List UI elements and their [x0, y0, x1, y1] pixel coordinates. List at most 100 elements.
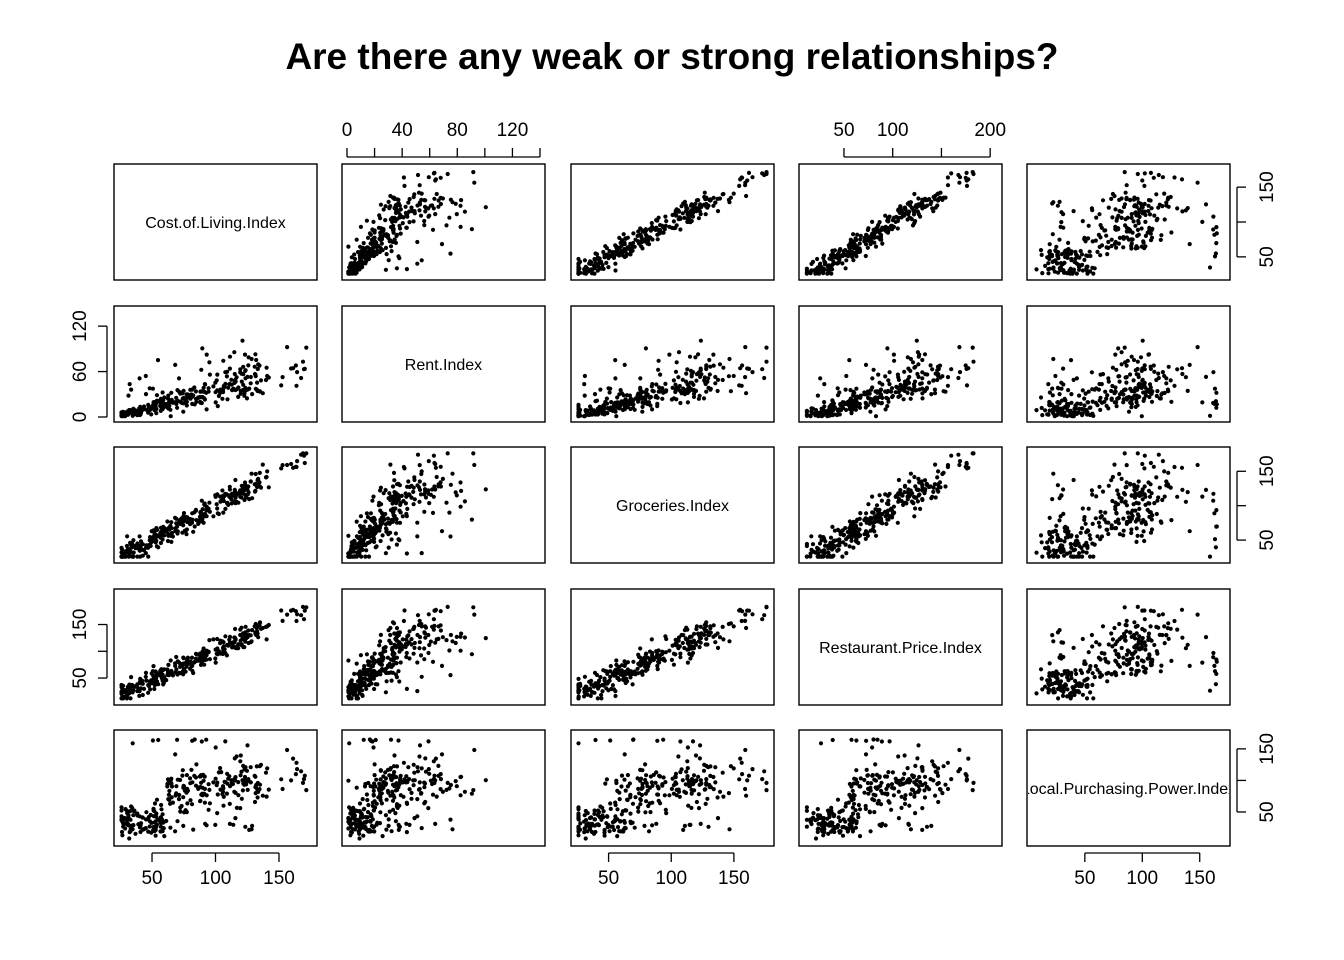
data-point — [423, 209, 428, 214]
data-point — [1084, 253, 1089, 258]
data-point — [393, 531, 398, 536]
data-point — [902, 483, 908, 488]
data-point — [698, 366, 703, 371]
data-point — [1055, 261, 1060, 266]
data-point — [808, 413, 813, 418]
data-point — [1069, 545, 1074, 550]
panel-frame — [1026, 163, 1231, 281]
data-point — [359, 249, 364, 254]
data-point — [423, 495, 429, 500]
data-point — [240, 636, 245, 641]
data-point — [864, 232, 869, 237]
data-point — [143, 373, 148, 379]
data-point — [844, 373, 849, 379]
data-point — [390, 620, 396, 625]
data-point — [1043, 408, 1048, 413]
data-point — [202, 652, 207, 657]
data-point — [619, 663, 625, 668]
data-point — [815, 547, 820, 552]
data-point — [246, 490, 251, 495]
data-point — [123, 549, 128, 554]
data-point — [908, 356, 914, 362]
data-point — [851, 258, 856, 263]
data-point — [393, 495, 398, 500]
data-point — [149, 412, 154, 417]
data-point — [388, 193, 393, 199]
data-point — [920, 357, 925, 363]
data-point — [1212, 232, 1217, 237]
data-point — [378, 639, 383, 644]
data-point — [426, 612, 431, 617]
data-point — [1078, 401, 1083, 406]
data-point — [1154, 377, 1159, 383]
data-point — [1142, 608, 1147, 613]
data-point — [918, 506, 923, 511]
data-point — [1142, 183, 1147, 188]
data-point — [146, 402, 151, 407]
data-point — [708, 624, 713, 629]
data-point — [426, 650, 431, 656]
data-point — [604, 669, 610, 674]
data-point — [1139, 244, 1144, 249]
data-point — [896, 477, 902, 483]
data-point — [1092, 675, 1097, 680]
data-point — [279, 383, 284, 388]
data-point — [280, 463, 285, 468]
data-point — [964, 170, 969, 175]
data-point — [1148, 460, 1153, 466]
data-point — [1082, 517, 1087, 523]
data-point — [595, 412, 600, 417]
data-point — [1160, 175, 1165, 180]
data-point — [191, 827, 196, 832]
data-point — [193, 396, 199, 401]
data-point — [898, 393, 903, 398]
data-point — [285, 612, 290, 617]
data-point — [916, 362, 921, 367]
data-point — [701, 632, 707, 638]
data-point — [411, 502, 416, 507]
data-point — [181, 518, 186, 523]
data-point — [1180, 371, 1185, 377]
data-point — [213, 647, 218, 652]
data-point — [439, 242, 445, 247]
data-point — [227, 493, 233, 498]
data-point — [688, 656, 693, 661]
data-point — [131, 823, 136, 828]
data-point — [817, 411, 822, 416]
data-point — [365, 245, 370, 250]
data-point — [957, 180, 962, 185]
data-point — [412, 497, 417, 502]
data-point — [838, 253, 843, 258]
data-point — [1133, 491, 1138, 496]
data-point — [360, 547, 365, 553]
data-point — [397, 646, 403, 651]
data-point — [640, 228, 645, 233]
data-point — [291, 366, 296, 371]
data-point — [371, 219, 376, 224]
data-point — [1113, 648, 1118, 653]
data-point — [886, 517, 891, 522]
data-point — [613, 268, 618, 273]
data-point — [383, 690, 388, 695]
data-point — [1084, 268, 1090, 273]
data-point — [678, 651, 683, 656]
data-point — [358, 653, 363, 658]
data-point — [427, 213, 432, 218]
data-point — [407, 656, 412, 661]
data-point — [371, 245, 376, 250]
data-point — [289, 461, 294, 467]
data-point — [848, 388, 853, 393]
data-point — [1116, 492, 1121, 497]
data-point — [407, 220, 412, 225]
data-point — [393, 240, 398, 245]
data-point — [1172, 175, 1177, 180]
data-point — [660, 230, 665, 235]
data-point — [1091, 696, 1096, 701]
data-point — [301, 617, 307, 622]
data-point — [1166, 621, 1171, 626]
data-point — [949, 367, 954, 372]
data-point — [818, 376, 823, 381]
data-point — [1117, 532, 1122, 537]
data-point — [346, 658, 351, 663]
data-point — [127, 382, 132, 387]
